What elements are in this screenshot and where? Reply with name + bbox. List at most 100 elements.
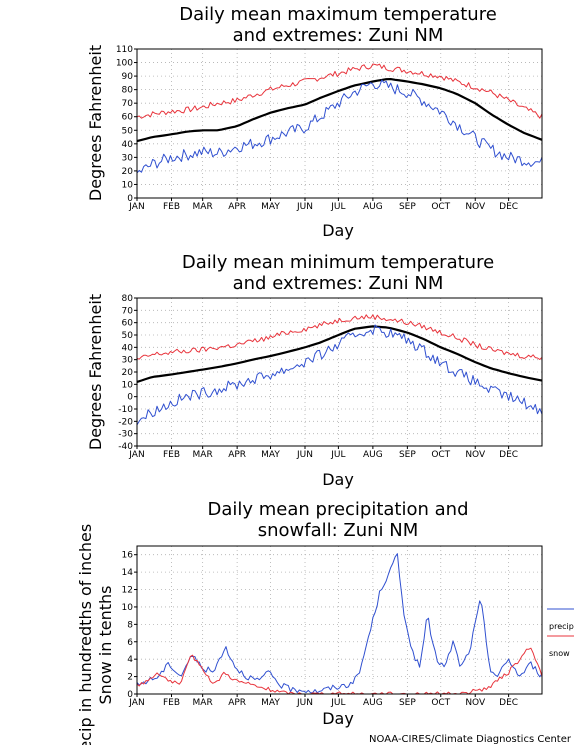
x-tick-label-jan: JAN <box>128 202 144 212</box>
x-tick-label-apr: APR <box>228 202 246 212</box>
x-tick-label-aug: AUG <box>363 698 383 708</box>
y-axis-label: Degrees Fahrenheit <box>86 45 105 201</box>
x-tick-label-oct: OCT <box>431 450 450 460</box>
y-tick-label: 4 <box>127 655 133 665</box>
y-tick-label: 110 <box>116 45 133 55</box>
plot-frame <box>136 545 543 695</box>
x-tick-label-nov: NOV <box>465 698 486 708</box>
grid <box>136 546 542 695</box>
y-tick-label: -20 <box>118 417 133 427</box>
y-tick-label: 100 <box>116 59 133 69</box>
y-tick-label: 20 <box>122 167 134 177</box>
legend: precip snow <box>547 608 574 658</box>
y-tick-label: 30 <box>122 153 134 163</box>
x-tick-label-mar: MAR <box>193 202 213 212</box>
x-tick-label-jan: JAN <box>128 450 144 460</box>
series-line-1 <box>136 553 543 694</box>
plot-frame <box>136 297 543 447</box>
x-tick-label-jun: JUN <box>296 698 313 708</box>
y-tick-label: 20 <box>122 368 134 378</box>
y-tick-label: 50 <box>122 126 134 136</box>
y-tick-label: -10 <box>118 405 133 415</box>
credit-text: NOAA-CIRES/Climate Diagnostics Center <box>369 734 572 745</box>
chart-title-line2: and extremes: Zuni NM <box>233 273 444 294</box>
x-tick-label-mar: MAR <box>193 698 213 708</box>
y-tick-label: 6 <box>127 638 133 648</box>
y-tick-label: 60 <box>122 319 134 329</box>
x-tick-label-sep: SEP <box>399 698 416 708</box>
x-tick-label-dec: DEC <box>499 202 518 212</box>
x-tick-label-may: MAY <box>261 698 280 708</box>
y-tick-label: -40 <box>118 442 133 452</box>
y-tick-label: 60 <box>122 113 134 123</box>
series-line-2 <box>136 647 543 695</box>
grid <box>136 48 542 199</box>
y-tick-label: 10 <box>122 380 134 390</box>
series-line-2 <box>136 314 543 360</box>
chart-title-line1: Daily mean maximum temperature <box>179 4 497 25</box>
x-tick-label-oct: OCT <box>431 698 450 708</box>
y-axis-label: Degrees Fahrenheit <box>86 294 105 450</box>
x-tick-label-mar: MAR <box>193 450 213 460</box>
x-tick-label-sep: SEP <box>399 202 416 212</box>
y-tick-label: 30 <box>122 356 134 366</box>
x-tick-label-apr: APR <box>228 450 246 460</box>
x-tick-label-aug: AUG <box>363 202 383 212</box>
chart-title-line1: Daily mean minimum temperature <box>182 252 494 273</box>
x-tick-label-feb: FEB <box>163 202 180 212</box>
x-axis-label: Day <box>322 221 354 240</box>
y-tick-label: 10 <box>122 603 134 613</box>
y-tick-label: 70 <box>122 99 134 109</box>
grid <box>136 297 542 447</box>
y-tick-label: 40 <box>122 343 134 353</box>
y-tick-label: 12 <box>122 586 133 596</box>
plot-frame <box>136 48 543 199</box>
series-line-3 <box>136 324 543 426</box>
chart-title-line2: and extremes: Zuni NM <box>233 25 444 46</box>
x-tick-label-jan: JAN <box>128 698 144 708</box>
x-tick-label-dec: DEC <box>499 450 518 460</box>
x-tick-label-aug: AUG <box>363 450 383 460</box>
x-tick-label-jun: JUN <box>296 450 313 460</box>
x-tick-label-dec: DEC <box>499 698 518 708</box>
x-tick-label-jul: JUL <box>330 450 345 460</box>
legend-precip-label: precip <box>549 622 574 631</box>
y-axis-label-line2: Snow in tenths <box>96 586 115 705</box>
series-line-1 <box>136 325 543 383</box>
y-tick-label: 14 <box>122 568 134 578</box>
y-tick-label: 8 <box>127 620 133 630</box>
x-axis-label: Day <box>322 470 354 489</box>
x-tick-label-nov: NOV <box>465 202 486 212</box>
y-tick-label: 80 <box>122 294 134 304</box>
x-tick-label-jul: JUL <box>330 698 345 708</box>
y-tick-label: 40 <box>122 140 134 150</box>
y-axis-label-line1: Precip in hundredths of inches <box>76 524 95 745</box>
x-tick-label-feb: FEB <box>163 450 180 460</box>
y-tick-label: 80 <box>122 86 134 96</box>
y-tick-label: 2 <box>127 673 133 683</box>
x-tick-label-sep: SEP <box>399 450 416 460</box>
x-tick-label-apr: APR <box>228 698 246 708</box>
y-tick-label: 50 <box>122 331 134 341</box>
y-tick-label: 0 <box>127 194 133 204</box>
series-line-1 <box>136 77 543 143</box>
x-tick-label-oct: OCT <box>431 202 450 212</box>
x-tick-label-jul: JUL <box>330 202 345 212</box>
y-tick-label: 70 <box>122 306 134 316</box>
x-axis-label: Day <box>322 709 354 728</box>
x-tick-label-feb: FEB <box>163 698 180 708</box>
x-tick-label-may: MAY <box>261 202 280 212</box>
chart-title-line1: Daily mean precipitation and <box>207 499 468 520</box>
y-tick-label: 10 <box>122 180 134 190</box>
x-tick-label-may: MAY <box>261 450 280 460</box>
y-tick-label: 16 <box>122 551 134 561</box>
y-tick-label: -30 <box>118 430 133 440</box>
y-tick-label: 0 <box>127 690 133 700</box>
chart-title-line2: snowfall: Zuni NM <box>258 520 419 541</box>
x-tick-label-nov: NOV <box>465 450 486 460</box>
x-tick-label-jun: JUN <box>296 202 313 212</box>
series-line-2 <box>136 63 543 119</box>
